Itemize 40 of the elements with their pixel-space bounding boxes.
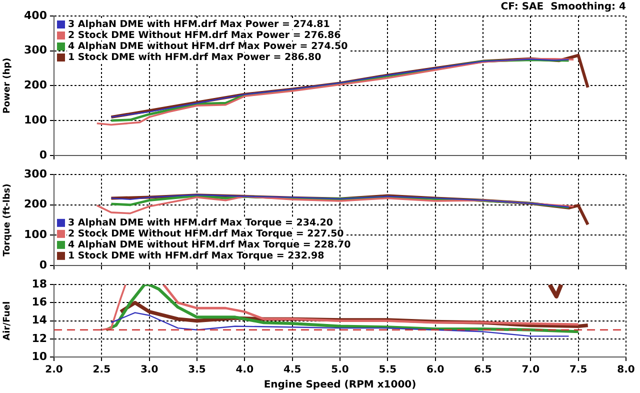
- y-tick-label: 16: [32, 296, 48, 309]
- x-tick-label: 7.5: [569, 364, 588, 376]
- legend-label: 4 AlphaN DME without HFM.drf Max Power = 274.50: [68, 40, 348, 52]
- x-tick-label: 4.0: [236, 364, 254, 376]
- legend-label: 1 Stock DME with HFM.drf Max Power = 286.80: [68, 52, 322, 63]
- y-tick-label: 0: [39, 148, 48, 162]
- x-tick-label: 4.5: [283, 364, 302, 376]
- x-tick-label: 7.0: [522, 364, 540, 376]
- y-axis-title: Torque (ft-lbs): [2, 184, 13, 256]
- legend-label: 4 AlphaN DME without HFM.drf Max Torque = 228.70: [68, 239, 352, 250]
- text: CF: SAE Smoothing: 4: [500, 2, 626, 13]
- x-tick-label: 8.0: [617, 364, 635, 376]
- y-axis-title: Power (hp): [2, 58, 13, 114]
- x-tick-label: 3.0: [140, 364, 158, 376]
- x-axis-title: Engine Speed (RPM x1000): [264, 380, 416, 391]
- y-tick-label: 300: [24, 167, 48, 180]
- x-tick-label: 5.5: [378, 364, 397, 376]
- y-tick-label: 200: [24, 78, 48, 92]
- legend-label: 3 AlphaN DME with HFM.drf Max Torque = 234.20: [68, 217, 334, 228]
- x-tick-label: 6.5: [474, 364, 492, 376]
- x-tick-label: 6.0: [426, 364, 444, 376]
- legend-label: 3 AlphaN DME with HFM.drf Max Power = 274.81: [68, 18, 330, 30]
- y-tick-label: 300: [24, 44, 48, 57]
- x-tick-label: 5.0: [331, 364, 349, 376]
- y-tick-label: 0: [39, 258, 48, 272]
- y-tick-label: 12: [32, 332, 47, 345]
- legend-label: 2 Stock DME Without HFM.drf Max Power = 276.86: [68, 30, 342, 41]
- y-tick-label: 400: [24, 8, 48, 22]
- y-tick-label: 200: [24, 198, 48, 211]
- x-tick-label: 2.5: [92, 364, 111, 376]
- legend-label: 1 Stock DME with HFM.drf Max Torque = 232.98: [68, 250, 325, 262]
- x-tick-label: 3.5: [188, 364, 206, 376]
- y-tick-label: 14: [32, 314, 48, 327]
- y-tick-label: 100: [24, 228, 48, 241]
- y-tick-label: 10: [32, 350, 48, 363]
- y-axis-title: Air/Fuel: [2, 301, 13, 340]
- legend-label: 2 Stock DME Without HFM.drf Max Torque = 227.50: [68, 228, 344, 240]
- y-tick-label: 100: [24, 113, 48, 126]
- x-tick-label: 2.0: [45, 364, 63, 376]
- y-tick-label: 18: [32, 277, 47, 290]
